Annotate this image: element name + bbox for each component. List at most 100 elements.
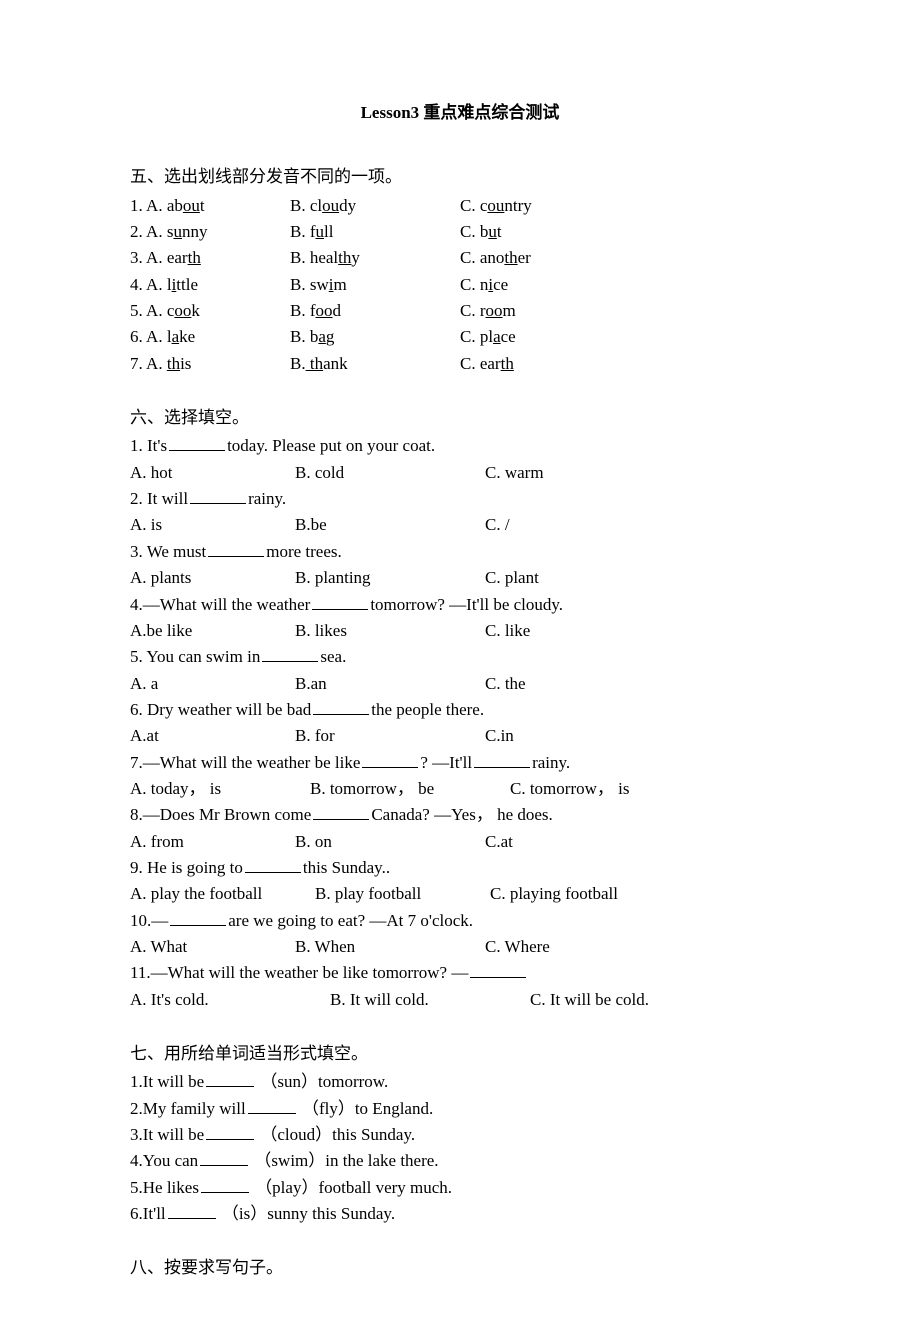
option-c: C. room bbox=[460, 301, 516, 320]
fill-word-row: 3.It will be （cloud）this Sunday. bbox=[130, 1122, 790, 1148]
option-b: B. for bbox=[295, 723, 485, 749]
option-a: 7. A. this bbox=[130, 351, 290, 377]
stem-pre: 4.You can bbox=[130, 1151, 198, 1170]
option-c: C. nice bbox=[460, 275, 508, 294]
fill-blank[interactable] bbox=[245, 855, 301, 873]
option-b: B.an bbox=[295, 671, 485, 697]
question-stem: 2. It willrainy. bbox=[130, 486, 790, 512]
stem-post: this Sunday.. bbox=[303, 858, 390, 877]
fill-blank[interactable] bbox=[168, 1201, 216, 1219]
worksheet-page: Lesson3 重点难点综合测试 五、选出划线部分发音不同的一项。 1. A. … bbox=[0, 0, 920, 1344]
stem-pre: 6. Dry weather will be bad bbox=[130, 700, 311, 719]
option-a: 1. A. about bbox=[130, 193, 290, 219]
option-b: B. food bbox=[290, 298, 460, 324]
option-a: A. hot bbox=[130, 460, 295, 486]
option-a: 3. A. earth bbox=[130, 245, 290, 271]
fill-blank[interactable] bbox=[248, 1096, 296, 1114]
fill-blank[interactable] bbox=[190, 486, 246, 504]
option-c: C. country bbox=[460, 196, 532, 215]
options-row: A. It's cold.B. It will cold.C. It will … bbox=[130, 987, 790, 1013]
stem-post: more trees. bbox=[266, 542, 342, 561]
stem-pre: 6.It'll bbox=[130, 1204, 166, 1223]
option-a: A. from bbox=[130, 829, 295, 855]
option-b: B. likes bbox=[295, 618, 485, 644]
stem-pre: 8.—Does Mr Brown come bbox=[130, 805, 311, 824]
stem-pre: 11.—What will the weather be like tomorr… bbox=[130, 963, 468, 982]
options-row: A. aB.anC. the bbox=[130, 671, 790, 697]
phonics-row: 3. A. earthB. healthyC. another bbox=[130, 245, 790, 271]
fill-blank[interactable] bbox=[206, 1122, 254, 1140]
option-c: C. plant bbox=[485, 568, 539, 587]
fill-blank[interactable] bbox=[362, 750, 418, 768]
options-row: A. today， isB. tomorrow， beC. tomorrow， … bbox=[130, 776, 790, 802]
option-c: C. tomorrow， is bbox=[510, 779, 629, 798]
option-b: B. full bbox=[290, 219, 460, 245]
fill-blank[interactable] bbox=[474, 750, 530, 768]
options-row: A. fromB. onC.at bbox=[130, 829, 790, 855]
phonics-row: 2. A. sunnyB. fullC. but bbox=[130, 219, 790, 245]
hint-text: （cloud）this Sunday. bbox=[256, 1125, 415, 1144]
section-8-heading: 八、按要求写句子。 bbox=[130, 1255, 790, 1281]
stem-post: are we going to eat? —At 7 o'clock. bbox=[228, 911, 473, 930]
option-b: B. planting bbox=[295, 565, 485, 591]
fill-blank[interactable] bbox=[470, 960, 526, 978]
stem-pre: 9. He is going to bbox=[130, 858, 243, 877]
stem-pre: 5.He likes bbox=[130, 1178, 199, 1197]
option-a: 2. A. sunny bbox=[130, 219, 290, 245]
fill-word-row: 1.It will be （sun）tomorrow. bbox=[130, 1069, 790, 1095]
hint-text: （fly）to England. bbox=[298, 1099, 434, 1118]
option-c: C. warm bbox=[485, 463, 544, 482]
option-b: B. When bbox=[295, 934, 485, 960]
fill-blank[interactable] bbox=[201, 1175, 249, 1193]
hint-text: （is）sunny this Sunday. bbox=[218, 1204, 395, 1223]
fill-blank[interactable] bbox=[262, 644, 318, 662]
fill-blank[interactable] bbox=[170, 908, 226, 926]
option-a: A. today， is bbox=[130, 776, 310, 802]
option-a: 4. A. little bbox=[130, 272, 290, 298]
option-b: B. It will cold. bbox=[330, 987, 530, 1013]
fill-blank[interactable] bbox=[313, 802, 369, 820]
stem-pre: 1.It will be bbox=[130, 1072, 204, 1091]
option-a: A.at bbox=[130, 723, 295, 749]
option-c: C. the bbox=[485, 674, 526, 693]
option-b: B. tomorrow， be bbox=[310, 776, 510, 802]
options-row: A.atB. forC.in bbox=[130, 723, 790, 749]
section-6-heading: 六、选择填空。 bbox=[130, 405, 790, 431]
phonics-row: 5. A. cookB. foodC. room bbox=[130, 298, 790, 324]
stem-post: Canada? —Yes， he does. bbox=[371, 805, 552, 824]
stem-pre: 3. We must bbox=[130, 542, 206, 561]
fill-word-row: 4.You can （swim）in the lake there. bbox=[130, 1148, 790, 1174]
option-c: C. but bbox=[460, 222, 502, 241]
option-c: C. earth bbox=[460, 354, 514, 373]
stem-post: rainy. bbox=[532, 753, 570, 772]
question-stem: 8.—Does Mr Brown come Canada? —Yes， he do… bbox=[130, 802, 790, 828]
phonics-row: 4. A. littleB. swimC. nice bbox=[130, 272, 790, 298]
stem-pre: 4.—What will the weather bbox=[130, 595, 310, 614]
option-c: C.in bbox=[485, 726, 514, 745]
option-b: B. bag bbox=[290, 324, 460, 350]
option-c: C. place bbox=[460, 327, 516, 346]
option-b: B. thank bbox=[290, 351, 460, 377]
option-c: C. It will be cold. bbox=[530, 990, 649, 1009]
fill-blank[interactable] bbox=[208, 539, 264, 557]
fill-blank[interactable] bbox=[200, 1148, 248, 1166]
fill-blank[interactable] bbox=[206, 1069, 254, 1087]
stem-mid: ? —It'll bbox=[420, 753, 472, 772]
options-row: A.be likeB. likesC. like bbox=[130, 618, 790, 644]
phonics-row: 7. A. thisB. thankC. earth bbox=[130, 351, 790, 377]
phonics-row: 1. A. aboutB. cloudyC. country bbox=[130, 193, 790, 219]
fill-word-row: 2.My family will （fly）to England. bbox=[130, 1096, 790, 1122]
stem-post: rainy. bbox=[248, 489, 286, 508]
fill-blank[interactable] bbox=[313, 697, 369, 715]
question-stem: 7.—What will the weather be like? —It'll… bbox=[130, 750, 790, 776]
stem-post: the people there. bbox=[371, 700, 484, 719]
option-a: A. What bbox=[130, 934, 295, 960]
stem-post: tomorrow? —It'll be cloudy. bbox=[370, 595, 563, 614]
fill-blank[interactable] bbox=[312, 592, 368, 610]
hint-text: （play）football very much. bbox=[251, 1178, 452, 1197]
fill-word-row: 5.He likes （play）football very much. bbox=[130, 1175, 790, 1201]
stem-pre: 10.— bbox=[130, 911, 168, 930]
option-a: 6. A. lake bbox=[130, 324, 290, 350]
option-c: C. like bbox=[485, 621, 530, 640]
fill-blank[interactable] bbox=[169, 433, 225, 451]
